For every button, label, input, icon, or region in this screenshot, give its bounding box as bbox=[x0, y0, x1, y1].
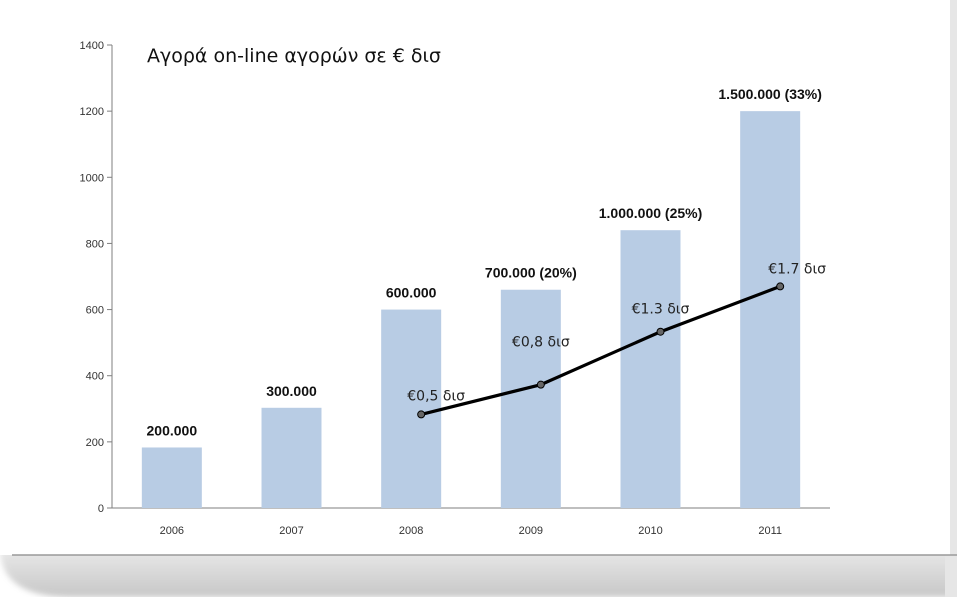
x-tick-label: 2008 bbox=[399, 525, 423, 537]
bar-labels: 200.000 300.000 600.000 700.000 (20%) 1.000.… bbox=[147, 86, 822, 438]
bar bbox=[261, 407, 322, 508]
bar bbox=[381, 309, 442, 508]
bar bbox=[620, 230, 681, 508]
y-tick-label: 0 bbox=[98, 503, 104, 515]
line-data-label: €0,8 δισ bbox=[512, 335, 570, 351]
chart-title: Αγορά on-line αγορών σε € δισ bbox=[147, 45, 441, 67]
x-tick-label: 2009 bbox=[519, 525, 543, 537]
bar bbox=[141, 447, 202, 508]
bar-data-label: 600.000 bbox=[386, 285, 437, 301]
y-tick-label: 800 bbox=[86, 238, 104, 250]
line-point bbox=[417, 410, 426, 419]
line-series bbox=[417, 282, 785, 419]
line-point bbox=[656, 327, 665, 336]
y-tick-label: 600 bbox=[86, 305, 104, 317]
line-series-path bbox=[419, 284, 782, 417]
line-data-label: €1.3 δισ bbox=[632, 302, 690, 318]
frame-shadow bbox=[0, 548, 957, 597]
axes: 0 200 400 600 800 1000 1200 1400 2006 2007 2008 200… bbox=[80, 40, 830, 537]
bar bbox=[740, 111, 801, 509]
bar-data-label: 200.000 bbox=[147, 422, 198, 438]
bars bbox=[141, 111, 801, 509]
line-point bbox=[536, 380, 545, 389]
line-data-label: €0,5 δισ bbox=[407, 388, 465, 404]
bar-data-label: 1.000.000 (25%) bbox=[599, 205, 703, 221]
y-tick-label: 1400 bbox=[80, 40, 104, 52]
line-point bbox=[776, 282, 785, 291]
x-tick-label: 2011 bbox=[758, 525, 782, 537]
x-tick-label: 2007 bbox=[279, 525, 303, 537]
line-data-label: €1.7 δισ bbox=[768, 261, 826, 277]
x-tick-label: 2010 bbox=[638, 525, 662, 537]
x-tick-label: 2006 bbox=[160, 525, 184, 537]
y-tick-label: 1200 bbox=[80, 106, 104, 118]
bar-data-label: 700.000 (20%) bbox=[485, 265, 577, 281]
bar-data-label: 1.500.000 (33%) bbox=[718, 86, 822, 102]
line-labels: €0,5 δισ €0,8 δισ €1.3 δισ €1.7 δισ bbox=[407, 261, 826, 404]
y-tick-label: 400 bbox=[86, 371, 104, 383]
bar bbox=[500, 289, 561, 508]
y-tick-label: 200 bbox=[86, 437, 104, 449]
y-tick-label: 1000 bbox=[80, 172, 104, 184]
bar-data-label: 300.000 bbox=[266, 383, 317, 399]
